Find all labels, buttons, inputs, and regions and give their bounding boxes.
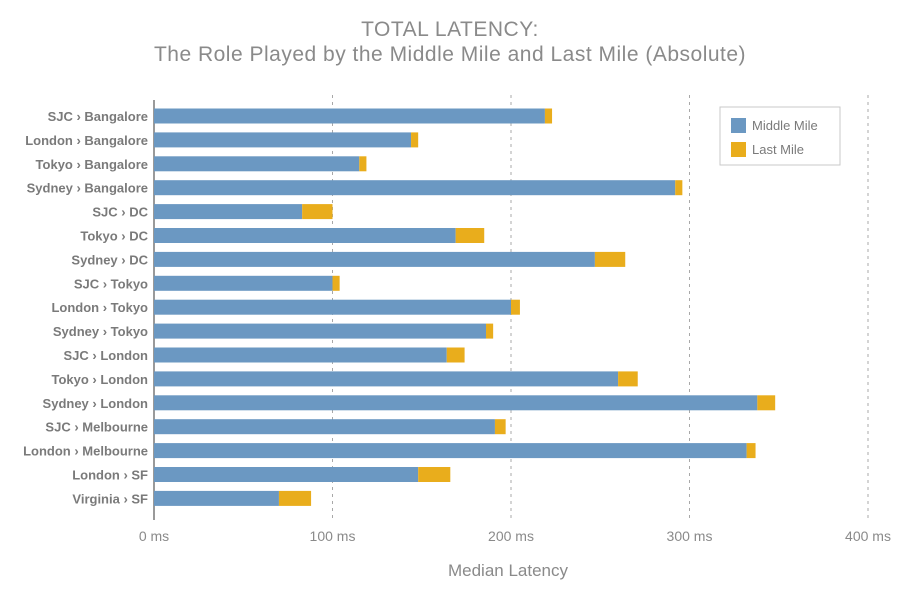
category-label: London › Melbourne [23,444,148,459]
bar-last-mile [544,108,553,124]
legend-label: Middle Mile [752,118,818,133]
bar-last-mile [618,371,638,387]
legend-label: Last Mile [752,142,804,157]
bar-middle-mile [154,108,545,124]
category-label: Virginia › SF [72,491,148,506]
legend-swatch [731,142,746,157]
category-label: SJC › Bangalore [48,109,148,124]
bar-last-mile [675,180,683,196]
category-label: Sydney › London [43,396,149,411]
bar-middle-mile [154,299,511,315]
bar-last-mile [302,204,333,220]
bar-middle-mile [154,156,360,172]
bar-middle-mile [154,419,495,435]
x-tick-label: 100 ms [310,528,356,544]
category-label: Sydney › DC [71,252,148,267]
bar-middle-mile [154,180,676,196]
x-tick-label: 0 ms [139,528,169,544]
bar-last-mile [494,419,506,435]
category-label: SJC › Tokyo [74,276,148,291]
category-label: Tokyo › DC [80,229,148,244]
bar-last-mile [446,347,465,363]
bar-last-mile [359,156,367,172]
bar-last-mile [278,490,312,506]
category-label: SJC › DC [92,205,148,220]
category-label: SJC › London [64,348,149,363]
chart-subtitle: The Role Played by the Middle Mile and L… [153,43,747,66]
bar-last-mile [332,275,340,291]
bar-middle-mile [154,204,303,220]
bar-last-mile [757,395,776,411]
x-tick-label: 300 ms [667,528,713,544]
category-label: London › Bangalore [25,133,148,148]
category-label: Tokyo › London [51,372,148,387]
bar-middle-mile [154,371,619,387]
category-label: London › SF [72,468,148,483]
bar-middle-mile [154,443,747,459]
bar-middle-mile [154,275,333,291]
bar-last-mile [746,443,756,459]
category-label: Sydney › Bangalore [27,181,148,196]
bar-middle-mile [154,347,447,363]
bar-middle-mile [154,132,412,148]
x-axis-label: Median Latency [448,561,569,580]
bar-last-mile [511,299,520,315]
category-label: SJC › Melbourne [45,420,148,435]
chart-title: TOTAL LATENCY: [361,18,539,41]
bar-last-mile [594,251,626,267]
bar-middle-mile [154,395,758,411]
bar-middle-mile [154,251,595,267]
bar-last-mile [455,228,485,243]
bar-last-mile [411,132,419,148]
x-tick-label: 200 ms [488,528,534,544]
category-label: Sydney › Tokyo [53,324,148,339]
legend-swatch [731,118,746,133]
category-label: Tokyo › Bangalore [36,157,148,172]
bar-middle-mile [154,490,279,506]
bar-middle-mile [154,323,487,339]
bar-last-mile [418,467,451,482]
bar-middle-mile [154,228,456,243]
bar-middle-mile [154,467,419,482]
x-tick-label: 400 ms [845,528,891,544]
category-label: London › Tokyo [51,300,148,315]
bar-last-mile [486,323,494,339]
